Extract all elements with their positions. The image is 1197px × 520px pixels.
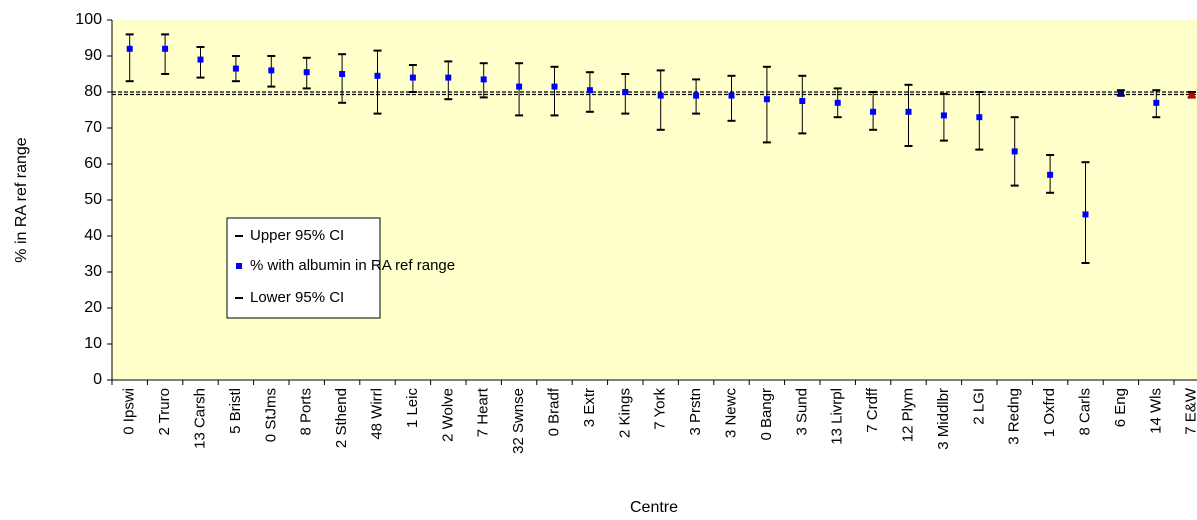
x-tick-label: 2 Sthend: [333, 388, 350, 448]
point: [657, 92, 664, 99]
plot-area: [112, 20, 1197, 380]
point: [799, 98, 806, 104]
point: [197, 56, 204, 63]
point: [374, 72, 381, 79]
x-tick-label: 1 Oxfrd: [1041, 388, 1058, 437]
point: [445, 74, 452, 81]
point: [303, 69, 310, 76]
x-tick-label: 3 Newc: [722, 388, 739, 439]
x-tick-label: 2 LGI: [970, 388, 987, 425]
y-axis-title: % in RA ref range: [13, 137, 30, 263]
x-tick-label: 3 Middlbr: [935, 388, 952, 450]
point: [551, 83, 558, 90]
x-tick-label: 0 Ipswi: [121, 388, 138, 435]
y-tick-label: 40: [84, 227, 102, 244]
y-tick-label: 0: [93, 371, 102, 388]
x-tick-label: 7 Crdff: [864, 387, 881, 433]
x-tick-label: 7 E&W: [1183, 387, 1197, 435]
x-tick-label: 6 Eng: [1112, 388, 1129, 427]
x-tick-label: 8 Ports: [298, 388, 315, 436]
y-tick-label: 20: [84, 299, 102, 316]
y-tick-label: 100: [75, 11, 102, 28]
y-tick-label: 70: [84, 119, 102, 136]
legend-box: [226, 217, 381, 319]
point: [268, 67, 275, 74]
x-tick-label: 7 York: [652, 388, 669, 430]
x-tick-label: 7 Heart: [475, 387, 492, 437]
point: [940, 112, 947, 119]
x-tick-label: 32 Swnse: [510, 388, 527, 454]
x-tick-label: 13 Carsh: [191, 388, 208, 449]
point: [339, 71, 346, 77]
x-tick-label: 2 Truro: [156, 388, 173, 436]
point: [1082, 211, 1089, 218]
x-tick-label: 0 Bradf: [545, 387, 562, 436]
x-tick-label: 3 Sund: [793, 388, 810, 436]
y-tick-label: 50: [84, 191, 102, 208]
x-tick-label: 0 Bangr: [758, 388, 775, 441]
x-tick-label: 1 Leic: [404, 388, 421, 429]
point: [693, 92, 700, 99]
point: [905, 108, 912, 115]
x-tick-label: 3 Extr: [581, 388, 598, 427]
point: [834, 99, 841, 106]
point: [1011, 148, 1018, 155]
legend-label: % with albumin in RA ref range: [250, 257, 455, 274]
y-tick-label: 80: [84, 83, 102, 100]
point: [1188, 92, 1195, 99]
point: [480, 76, 487, 83]
x-axis-title: Centre: [630, 499, 678, 516]
x-tick-label: 5 Bristl: [227, 388, 244, 434]
y-tick-label: 60: [84, 155, 102, 172]
point: [763, 96, 770, 103]
x-tick-label: 12 Plym: [899, 388, 916, 442]
point: [409, 74, 416, 81]
point: [516, 83, 523, 90]
point: [976, 114, 983, 121]
point: [870, 108, 877, 115]
x-tick-label: 3 Redng: [1006, 388, 1023, 445]
point: [1153, 99, 1160, 106]
legend-label: Upper 95% CI: [250, 227, 344, 244]
point: [1047, 171, 1054, 178]
point: [162, 45, 169, 52]
x-tick-label: 48 Wirrl: [368, 388, 385, 440]
point: [728, 92, 735, 99]
x-tick-label: 3 Prstn: [687, 388, 704, 436]
x-tick-label: 2 Kings: [616, 388, 633, 438]
y-tick-label: 90: [84, 47, 102, 64]
point: [232, 65, 239, 72]
y-tick-label: 10: [84, 335, 102, 352]
point: [126, 45, 133, 52]
legend-marker: [236, 263, 242, 269]
x-tick-label: 0 StJms: [262, 388, 279, 442]
legend-label: Lower 95% CI: [250, 289, 344, 306]
point: [586, 87, 593, 94]
x-tick-label: 13 Livrpl: [829, 388, 846, 445]
y-tick-label: 30: [84, 263, 102, 280]
point: [1117, 90, 1124, 97]
x-tick-label: 14 Wls: [1147, 388, 1164, 434]
x-tick-label: 8 Carls: [1076, 388, 1093, 436]
x-tick-label: 2 Wolve: [439, 388, 456, 442]
point: [622, 89, 629, 95]
